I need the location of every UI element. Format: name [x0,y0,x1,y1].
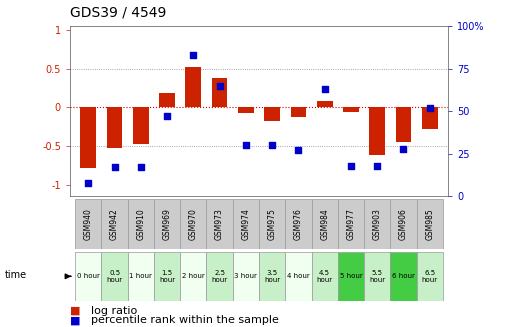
Bar [128,199,154,249]
Bar [285,252,311,301]
Bar [291,107,306,117]
Bar [133,107,149,145]
Text: 0 hour: 0 hour [77,273,100,279]
Text: 0.5
hour: 0.5 hour [107,270,123,283]
Bar [107,107,122,147]
Bar [285,199,311,249]
Bar [207,199,233,249]
Text: 4.5
hour: 4.5 hour [316,270,333,283]
Bar [364,252,390,301]
Bar [185,67,201,107]
Text: GSM985: GSM985 [425,208,434,240]
Bar [364,199,390,249]
Text: GSM940: GSM940 [84,208,93,240]
Bar [212,78,227,107]
Bar [233,252,259,301]
Bar [180,252,207,301]
Bar [207,252,233,301]
Bar [416,199,443,249]
Text: GSM970: GSM970 [189,208,198,240]
Text: percentile rank within the sample: percentile rank within the sample [91,316,279,325]
Bar [422,107,438,129]
Text: GDS39 / 4549: GDS39 / 4549 [70,6,166,20]
Bar [317,101,333,107]
Bar [128,252,154,301]
Bar [238,107,254,113]
Bar [154,199,180,249]
Text: 1 hour: 1 hour [130,273,152,279]
Point [347,163,355,168]
Text: 3 hour: 3 hour [235,273,257,279]
Bar [233,199,259,249]
Text: 6.5
hour: 6.5 hour [422,270,438,283]
Bar [416,252,443,301]
Bar [75,199,102,249]
Text: GSM906: GSM906 [399,208,408,240]
Bar [311,252,338,301]
Text: 1.5
hour: 1.5 hour [159,270,175,283]
Text: GSM984: GSM984 [320,208,329,240]
Bar [369,107,385,155]
Bar [180,199,207,249]
Point [137,165,145,170]
Point [163,114,171,119]
Text: log ratio: log ratio [91,306,137,316]
Bar [264,107,280,121]
Point [399,146,408,151]
Bar [102,252,128,301]
Bar [80,107,96,168]
Text: 6 hour: 6 hour [392,273,415,279]
Point [84,180,92,185]
Bar [396,107,411,142]
Bar [154,252,180,301]
Point [373,163,381,168]
Bar [259,252,285,301]
Bar [390,252,416,301]
Bar [338,199,364,249]
Point [110,165,119,170]
Bar [75,252,102,301]
Text: GSM976: GSM976 [294,208,303,240]
Text: GSM975: GSM975 [268,208,277,240]
Text: GSM910: GSM910 [136,208,146,240]
Point [294,148,303,153]
Text: 5.5
hour: 5.5 hour [369,270,385,283]
Point [268,143,276,148]
Text: 4 hour: 4 hour [287,273,310,279]
Point [426,105,434,111]
Text: GSM969: GSM969 [163,208,171,240]
Text: 2.5
hour: 2.5 hour [211,270,228,283]
Point [321,86,329,92]
Text: GSM974: GSM974 [241,208,250,240]
Text: time: time [5,270,27,280]
Bar [390,199,416,249]
Text: ■: ■ [70,316,80,325]
Text: 5 hour: 5 hour [339,273,362,279]
Text: GSM942: GSM942 [110,208,119,240]
Bar [159,94,175,107]
Point [189,52,197,58]
Bar [311,199,338,249]
Bar [259,199,285,249]
Point [215,83,224,88]
Text: GSM973: GSM973 [215,208,224,240]
Text: GSM903: GSM903 [372,208,382,240]
Bar [338,252,364,301]
Bar [343,107,359,112]
Text: 2 hour: 2 hour [182,273,205,279]
Bar [102,199,128,249]
Point [242,143,250,148]
Text: ■: ■ [70,306,80,316]
Text: 3.5
hour: 3.5 hour [264,270,280,283]
Text: GSM977: GSM977 [347,208,355,240]
